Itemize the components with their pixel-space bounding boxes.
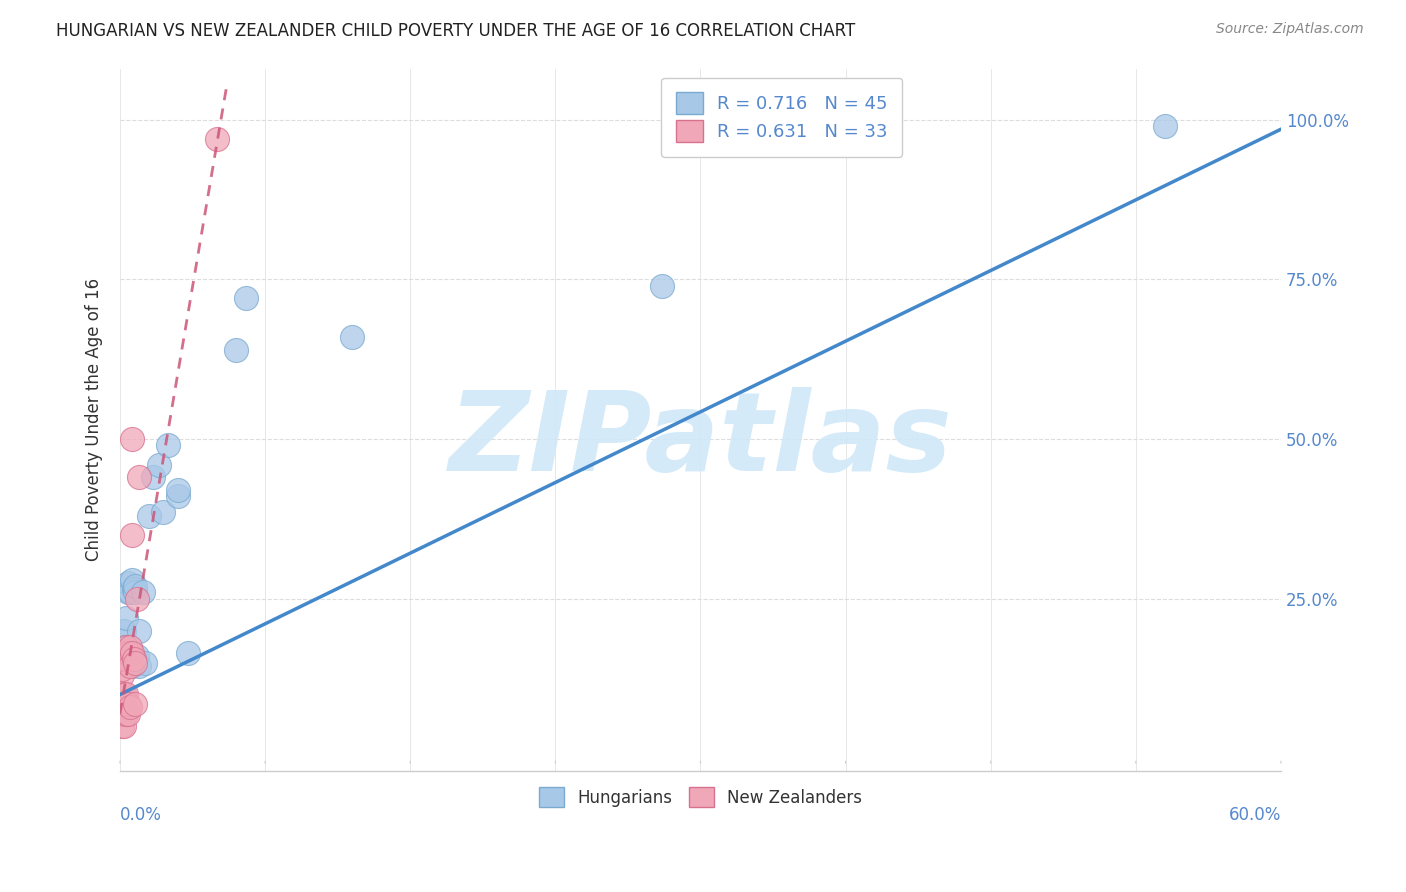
Point <box>134 656 156 670</box>
Point <box>128 658 150 673</box>
Point <box>112 652 135 666</box>
Point <box>111 652 134 666</box>
Point <box>111 652 134 666</box>
Point <box>117 697 139 711</box>
Text: 0.0%: 0.0% <box>120 806 162 824</box>
Point <box>112 624 135 638</box>
Point <box>117 646 139 660</box>
Point <box>114 688 136 702</box>
Point <box>124 579 146 593</box>
Point <box>142 470 165 484</box>
Point <box>138 508 160 523</box>
Point <box>132 585 155 599</box>
Point <box>148 458 170 472</box>
Point <box>1153 119 1175 133</box>
Point <box>111 668 134 682</box>
Point <box>121 528 143 542</box>
Point <box>114 652 136 666</box>
Text: 60.0%: 60.0% <box>1229 806 1281 824</box>
Point <box>124 656 146 670</box>
Point <box>122 656 145 670</box>
Point <box>111 694 134 708</box>
Y-axis label: Child Poverty Under the Age of 16: Child Poverty Under the Age of 16 <box>86 278 103 561</box>
Point <box>122 582 145 596</box>
Point <box>114 611 136 625</box>
Point <box>128 470 150 484</box>
Point <box>117 706 139 721</box>
Point <box>124 585 146 599</box>
Point <box>118 649 141 664</box>
Point <box>111 642 134 657</box>
Point <box>117 646 139 660</box>
Text: ZIPatlas: ZIPatlas <box>449 387 952 494</box>
Point <box>118 585 141 599</box>
Point <box>127 591 149 606</box>
Point <box>112 652 135 666</box>
Point <box>121 573 143 587</box>
Point <box>225 343 247 357</box>
Point <box>124 697 146 711</box>
Point <box>112 642 135 657</box>
Point <box>112 640 135 654</box>
Point <box>117 652 139 666</box>
Legend: Hungarians, New Zealanders: Hungarians, New Zealanders <box>527 775 873 819</box>
Point <box>111 719 134 733</box>
Point <box>114 640 136 654</box>
Point <box>651 278 673 293</box>
Point <box>111 633 134 648</box>
Point <box>112 719 135 733</box>
Point <box>122 652 145 666</box>
Point <box>118 652 141 666</box>
Point <box>121 658 143 673</box>
Point <box>118 640 141 654</box>
Point <box>121 432 143 446</box>
Point <box>117 575 139 590</box>
Point <box>152 505 174 519</box>
Point <box>114 652 136 666</box>
Point <box>157 438 180 452</box>
Point <box>340 330 363 344</box>
Point <box>112 694 135 708</box>
Point <box>111 700 134 714</box>
Point <box>111 662 134 676</box>
Point <box>205 132 228 146</box>
Point <box>112 688 135 702</box>
Point <box>167 490 190 504</box>
Point <box>127 649 149 664</box>
Point <box>128 624 150 638</box>
Point <box>121 646 143 660</box>
Point <box>112 649 135 664</box>
Point <box>112 700 135 714</box>
Point <box>111 640 134 654</box>
Point <box>114 646 136 660</box>
Point <box>114 640 136 654</box>
Point <box>111 706 134 721</box>
Point <box>111 646 134 660</box>
Point <box>117 585 139 599</box>
Point <box>112 646 135 660</box>
Point <box>114 706 136 721</box>
Point <box>167 483 190 497</box>
Point <box>111 688 134 702</box>
Point <box>176 646 198 660</box>
Text: Source: ZipAtlas.com: Source: ZipAtlas.com <box>1216 22 1364 37</box>
Point <box>118 700 141 714</box>
Point <box>235 292 257 306</box>
Point <box>118 658 141 673</box>
Text: HUNGARIAN VS NEW ZEALANDER CHILD POVERTY UNDER THE AGE OF 16 CORRELATION CHART: HUNGARIAN VS NEW ZEALANDER CHILD POVERTY… <box>56 22 855 40</box>
